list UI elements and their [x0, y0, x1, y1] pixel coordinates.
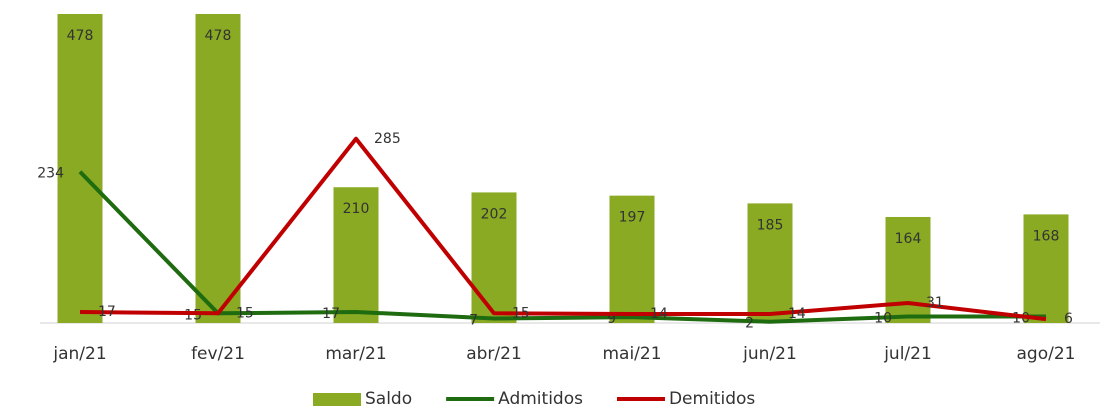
bar	[195, 14, 241, 323]
data-label: 6	[1064, 311, 1073, 327]
data-label: 15	[236, 305, 254, 321]
bar	[609, 195, 655, 323]
data-label: 15	[184, 307, 202, 323]
data-label: 31	[926, 295, 944, 311]
x-tick-label: mar/21	[325, 344, 386, 364]
data-label: 2	[745, 316, 754, 332]
line	[78, 170, 1046, 324]
data-label: 14	[650, 306, 668, 322]
data-label: 14	[788, 306, 806, 322]
data-label: 202	[481, 206, 508, 222]
bar	[57, 14, 103, 323]
legend-swatch	[313, 393, 361, 406]
x-tick-label: mai/21	[602, 344, 661, 364]
legend-label: Saldo	[365, 389, 412, 409]
bar	[333, 187, 379, 323]
x-tick-label: fev/21	[191, 344, 245, 364]
legend-label: Admitidos	[498, 389, 583, 409]
data-label: 17	[322, 306, 340, 322]
data-label: 234	[37, 166, 64, 182]
x-tick-label: jul/21	[883, 344, 932, 364]
bar	[471, 192, 517, 323]
data-label: 7	[469, 312, 478, 328]
x-tick-label: ago/21	[1017, 344, 1076, 364]
bar	[1023, 214, 1069, 323]
data-label: 15	[512, 305, 530, 321]
data-label: 197	[619, 210, 646, 226]
data-label: 168	[1033, 228, 1060, 244]
data-label: 478	[67, 28, 94, 44]
x-tick-label: abr/21	[466, 344, 522, 364]
data-label: 185	[757, 217, 784, 233]
x-tick-label: jun/21	[742, 344, 797, 364]
x-tick-label: jan/21	[52, 344, 106, 364]
legend-label: Demitidos	[669, 389, 755, 409]
line	[79, 136, 1047, 322]
data-label: 9	[607, 311, 616, 327]
data-label: 285	[374, 131, 401, 147]
data-label: 210	[343, 201, 370, 217]
data-label: 164	[895, 231, 922, 247]
bar	[747, 203, 793, 323]
data-label: 10	[874, 311, 892, 327]
data-label: 478	[205, 28, 232, 44]
data-label: 17	[98, 304, 116, 320]
